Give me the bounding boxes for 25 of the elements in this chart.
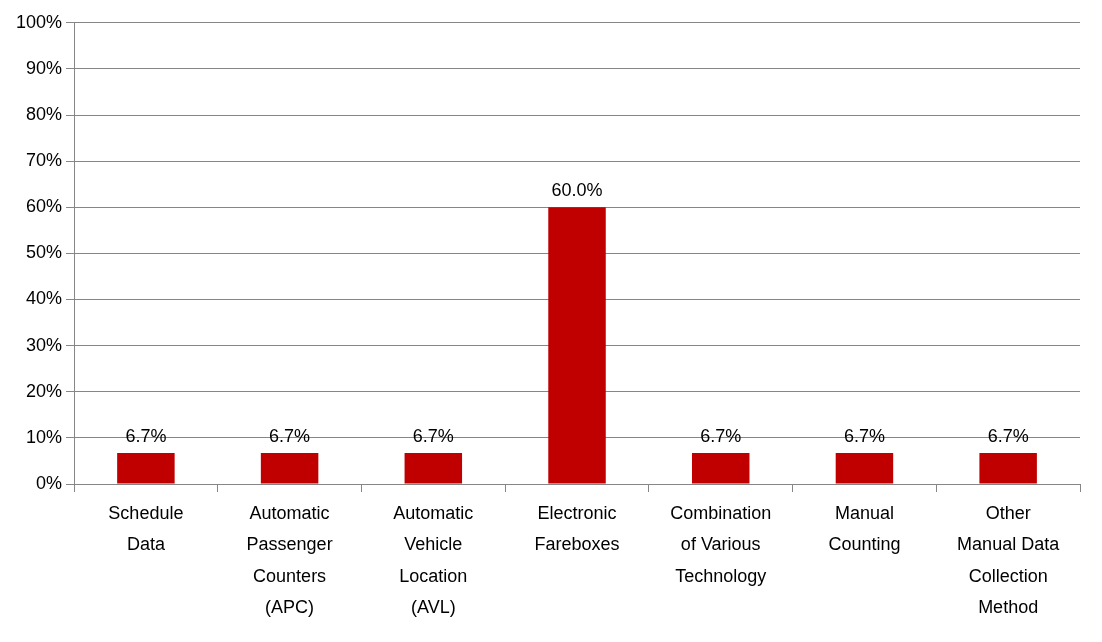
y-tick-label: 50% xyxy=(26,242,63,263)
data-label: 6.7% xyxy=(987,426,1029,447)
y-tick-label: 70% xyxy=(26,150,63,171)
x-tick-label: Schedule Data xyxy=(108,502,184,555)
data-label: 6.7% xyxy=(269,426,311,447)
y-tick-label: 30% xyxy=(26,334,63,355)
y-tick-label: 10% xyxy=(26,426,63,447)
y-tick-label: 90% xyxy=(26,57,63,78)
x-tick-label: Electronic Fareboxes xyxy=(534,502,620,555)
data-label: 6.7% xyxy=(843,426,885,447)
y-tick-label: 60% xyxy=(26,196,63,217)
y-tick-label: 100% xyxy=(15,11,63,32)
y-tick-label: 80% xyxy=(26,104,63,125)
y-tick-label: 20% xyxy=(26,380,63,401)
data-label: 6.7% xyxy=(125,426,167,447)
data-label: 6.7% xyxy=(412,426,454,447)
x-tick-label: Other Manual Data Collection Method xyxy=(957,502,1061,618)
y-tick-label: 0% xyxy=(36,472,63,493)
data-label: 6.7% xyxy=(700,426,742,447)
y-tick-label: 40% xyxy=(26,288,63,309)
x-tick-label: Combination of Various Technology xyxy=(670,502,772,586)
x-tick-label: Automatic Passenger Counters (APC) xyxy=(246,502,333,618)
x-tick-label: Automatic Vehicle Location (AVL) xyxy=(393,502,474,618)
data-label: 60.0% xyxy=(551,180,603,201)
x-tick-label: Manual Counting xyxy=(828,502,901,555)
